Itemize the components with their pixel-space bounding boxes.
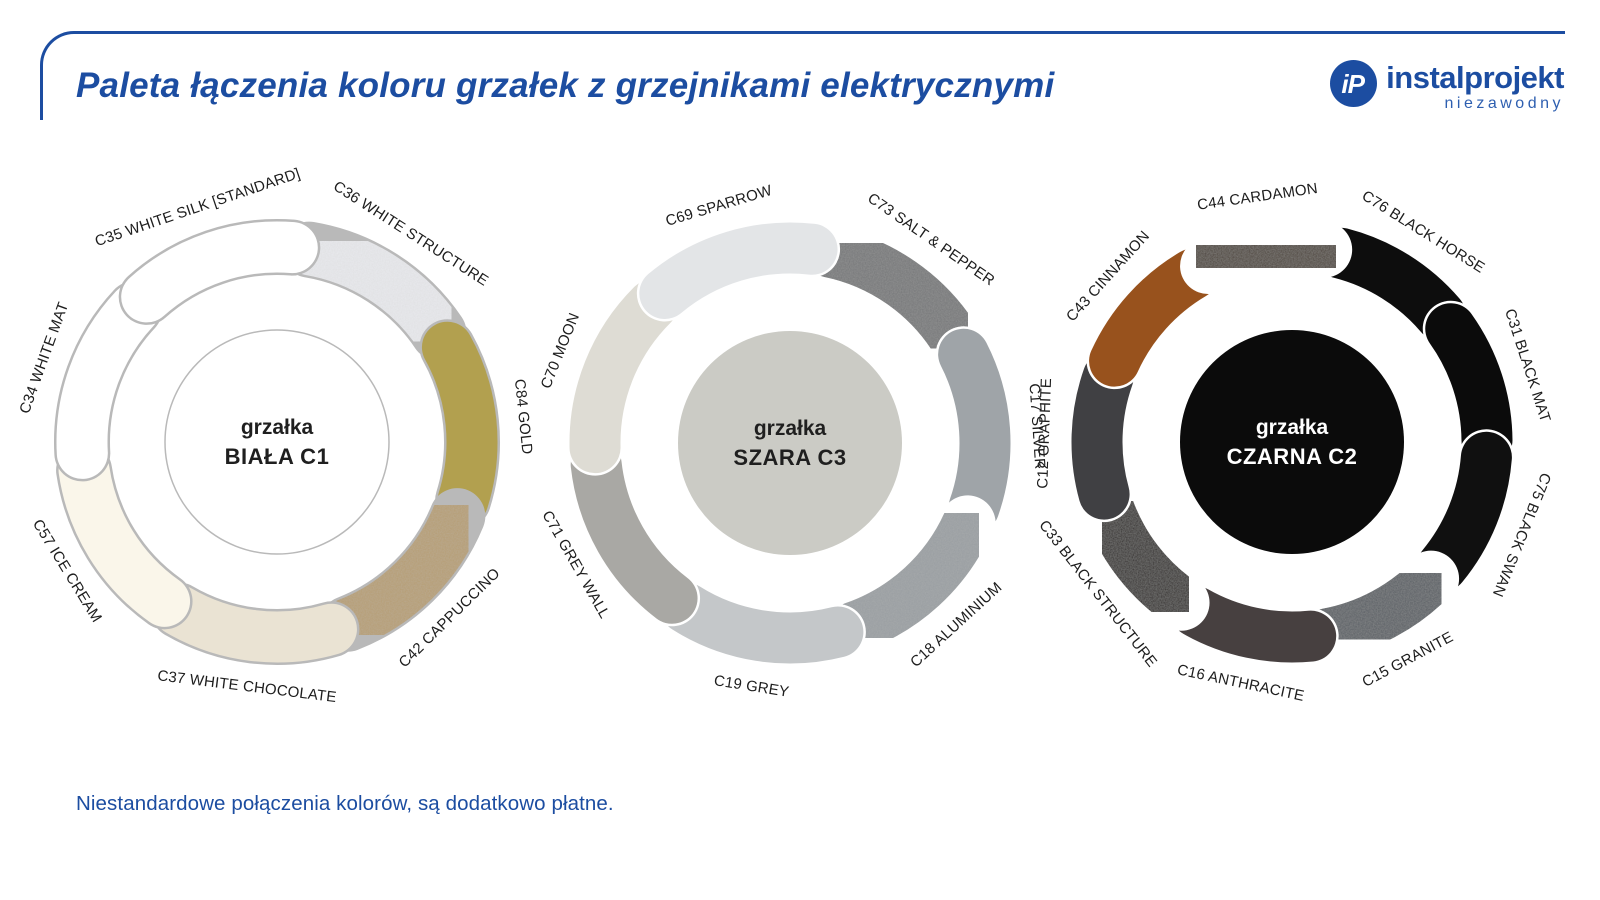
palette-segment: [1071, 351, 1134, 520]
palette-segment: [121, 221, 318, 323]
palette-segment: [803, 226, 981, 365]
page-title: Paleta łączenia koloru grzałek z grzejni…: [76, 66, 1055, 105]
palette-segment: [283, 224, 465, 359]
ring-center-label-line1: grzałka: [1256, 416, 1329, 439]
logo-monogram-icon: iP: [1330, 60, 1378, 107]
palette-segment-label: C44 CARDAMON: [1196, 180, 1319, 214]
palette-segment-label: C17 SILVER: [1026, 383, 1049, 470]
ring-center-circle: [678, 331, 902, 555]
ring-center-label-line1: grzałka: [241, 416, 314, 439]
logo-name: instalprojekt: [1386, 60, 1564, 95]
palette-segment: [828, 497, 994, 653]
palette-segment: [1170, 586, 1337, 663]
palette-segment: [1182, 221, 1350, 292]
palette-segment: [56, 283, 161, 479]
ring-center-label-line1: grzałka: [754, 417, 827, 440]
palette-segment: [322, 490, 483, 650]
palette-segment: [938, 328, 1011, 534]
palette-segment: [660, 582, 864, 664]
palette-segment: [58, 444, 191, 627]
palette-segment: [1315, 227, 1466, 341]
palette-segment: [1425, 303, 1513, 466]
ring-center-circle: [164, 329, 390, 555]
palette-segment: [421, 321, 498, 526]
logo-text: instalprojekt niezawodny: [1386, 60, 1564, 112]
palette-segment-label: C16 ANTHRACITE: [1176, 661, 1306, 705]
footer-note: Niestandardowe połączenia kolorów, są do…: [76, 792, 614, 815]
ring-center-label-line2: CZARNA C2: [1227, 444, 1358, 469]
brand-logo: iP instalprojekt niezawodny: [1330, 60, 1564, 112]
palette-segment: [639, 222, 838, 319]
palette-segment-label: C12 GRAPHITE: [1034, 378, 1055, 489]
logo-monogram-text: iP: [1341, 68, 1365, 99]
palette-segment: [569, 279, 678, 474]
logo-tagline: niezawodny: [1444, 94, 1564, 112]
ring-center-label-line2: SZARA C3: [733, 445, 846, 470]
palette-segment: [1302, 553, 1457, 660]
palette-segment: [1083, 484, 1208, 629]
palette-segment-label: C84 GOLD: [511, 378, 536, 455]
palette-segment: [1416, 431, 1512, 592]
ring-center-label-line2: BIAŁA C1: [225, 444, 330, 469]
palette-segment: [1089, 248, 1219, 387]
palette-segment-label: C37 WHITE CHOCOLATE: [156, 667, 337, 706]
palette-segment: [153, 585, 357, 663]
palette-segment: [570, 439, 698, 624]
palette-segment-label: C70 MOON: [538, 311, 584, 392]
ring-center-circle: [1180, 330, 1404, 554]
palette-segment-label: C19 GREY: [713, 672, 791, 701]
